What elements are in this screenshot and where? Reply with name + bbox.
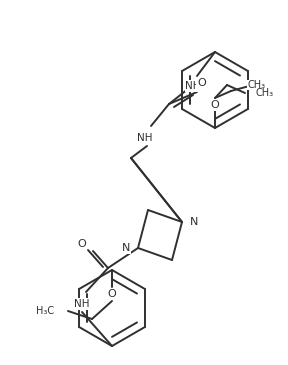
Text: H₃C: H₃C: [36, 306, 54, 316]
Text: N: N: [190, 217, 198, 227]
Text: N: N: [122, 243, 130, 253]
Text: O: O: [197, 78, 206, 88]
Text: O: O: [78, 239, 86, 249]
Text: CH₃: CH₃: [247, 80, 265, 90]
Text: CH₃: CH₃: [255, 88, 273, 98]
Text: NH: NH: [185, 81, 201, 91]
Text: NH: NH: [74, 299, 90, 309]
Text: O: O: [108, 289, 116, 299]
Text: NH: NH: [137, 133, 153, 143]
Text: O: O: [211, 100, 219, 110]
